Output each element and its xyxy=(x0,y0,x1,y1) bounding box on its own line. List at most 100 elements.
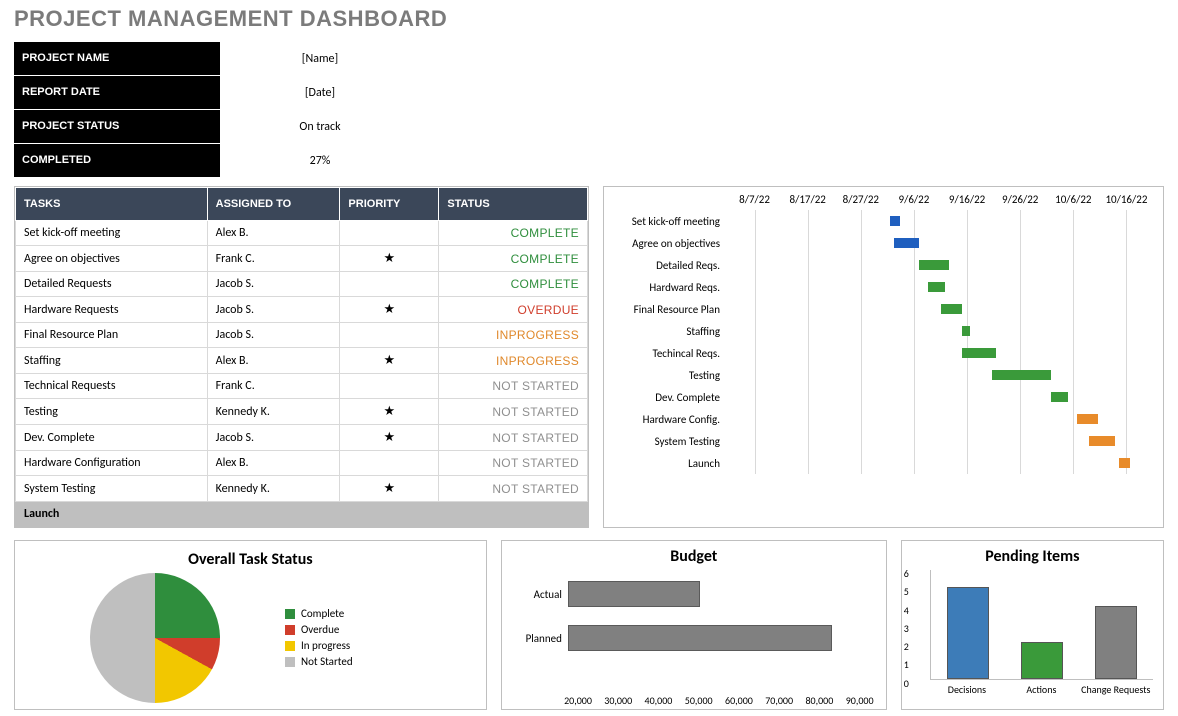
gantt-bar xyxy=(1051,392,1068,402)
assigned-cell: Jacob S. xyxy=(207,425,340,451)
gantt-label: Techincal Reqs. xyxy=(608,347,728,360)
gantt-row: Testing xyxy=(608,364,1153,386)
gantt-date: 8/17/22 xyxy=(781,193,834,206)
table-row[interactable]: Final Resource PlanJacob S.INPROGRESS xyxy=(16,323,588,348)
gantt-label: Set kick-off meeting xyxy=(608,215,728,228)
pie-chart xyxy=(90,573,220,703)
budget-label: Actual xyxy=(512,588,568,601)
priority-cell xyxy=(340,374,439,399)
task-cell: Detailed Requests xyxy=(16,272,208,297)
priority-cell: ★ xyxy=(340,246,439,272)
gantt-label: Hardward Reqs. xyxy=(608,281,728,294)
legend-item: In progress xyxy=(285,639,353,652)
budget-axis-label: 70,000 xyxy=(759,694,799,707)
budget-bar xyxy=(568,581,700,607)
gantt-bar xyxy=(890,216,901,226)
status-cell: INPROGRESS xyxy=(439,323,588,348)
status-cell: COMPLETE xyxy=(439,272,588,297)
info-value: [Date] xyxy=(220,76,420,110)
pending-bar xyxy=(947,587,989,679)
pending-title: Pending Items xyxy=(912,547,1153,566)
pending-col xyxy=(931,587,1005,679)
gantt-label: Testing xyxy=(608,369,728,382)
table-row[interactable]: Hardware ConfigurationAlex B.NOT STARTED xyxy=(16,451,588,476)
gantt-bar xyxy=(962,348,996,358)
table-row[interactable]: Technical RequestsFrank C.NOT STARTED xyxy=(16,374,588,399)
task-cell: System Testing xyxy=(16,476,208,502)
legend-item: Overdue xyxy=(285,623,353,636)
gantt-label: Agree on objectives xyxy=(608,237,728,250)
table-row[interactable]: TestingKennedy K.★NOT STARTED xyxy=(16,399,588,425)
priority-cell xyxy=(340,272,439,297)
budget-row: Actual xyxy=(568,572,876,616)
table-header: STATUS xyxy=(439,188,588,221)
budget-axis-label: 30,000 xyxy=(598,694,638,707)
gantt-row: Techincal Reqs. xyxy=(608,342,1153,364)
gantt-date: 9/6/22 xyxy=(887,193,940,206)
table-row[interactable]: Hardware RequestsJacob S.★OVERDUE xyxy=(16,297,588,323)
gantt-label: Dev. Complete xyxy=(608,391,728,404)
budget-label: Planned xyxy=(512,632,568,645)
gantt-date: 10/6/22 xyxy=(1047,193,1100,206)
info-label: PROJECT NAME xyxy=(14,42,220,76)
gantt-bar xyxy=(894,238,920,248)
legend-label: In progress xyxy=(301,639,350,652)
gantt-row: Detailed Reqs. xyxy=(608,254,1153,276)
table-row[interactable]: Detailed RequestsJacob S.COMPLETE xyxy=(16,272,588,297)
status-cell: COMPLETE xyxy=(439,221,588,246)
budget-axis-label: 40,000 xyxy=(638,694,678,707)
gantt-date: 8/27/22 xyxy=(834,193,887,206)
pending-x-label: Actions xyxy=(1004,680,1078,696)
info-label: REPORT DATE xyxy=(14,76,220,110)
gantt-bar xyxy=(1089,436,1115,446)
legend-label: Not Started xyxy=(301,655,353,668)
legend-swatch xyxy=(285,609,295,619)
table-row[interactable]: Set kick-off meetingAlex B. COMPLETE xyxy=(16,221,588,246)
assigned-cell: Frank C. xyxy=(207,374,340,399)
task-cell: Hardware Configuration xyxy=(16,451,208,476)
table-header: ASSIGNED TO xyxy=(207,188,340,221)
assigned-cell: Jacob S. xyxy=(207,297,340,323)
gantt-date: 9/16/22 xyxy=(941,193,994,206)
dashboard-title: PROJECT MANAGEMENT DASHBOARD xyxy=(14,6,1164,32)
pie-title: Overall Task Status xyxy=(25,550,476,569)
status-cell: NOT STARTED xyxy=(439,476,588,502)
table-row[interactable]: System TestingKennedy K.★NOT STARTED xyxy=(16,476,588,502)
status-cell: NOT STARTED xyxy=(439,399,588,425)
gantt-label: Launch xyxy=(608,457,728,470)
info-value: [Name] xyxy=(220,42,420,76)
gantt-date: 10/16/22 xyxy=(1100,193,1153,206)
status-cell: NOT STARTED xyxy=(439,425,588,451)
task-cell: Staffing xyxy=(16,348,208,374)
status-cell: INPROGRESS xyxy=(439,348,588,374)
gantt-row: Agree on objectives xyxy=(608,232,1153,254)
assigned-cell: Alex B. xyxy=(207,221,340,246)
legend-swatch xyxy=(285,625,295,635)
pending-col xyxy=(1005,642,1079,679)
gantt-bar xyxy=(962,326,971,336)
table-row[interactable]: Dev. CompleteJacob S.★NOT STARTED xyxy=(16,425,588,451)
gantt-row: Dev. Complete xyxy=(608,386,1153,408)
status-cell: NOT STARTED xyxy=(439,451,588,476)
gantt-date: 8/7/22 xyxy=(728,193,781,206)
gantt-date: 9/26/22 xyxy=(994,193,1047,206)
info-value: 27% xyxy=(220,144,420,178)
overall-task-status-panel: Overall Task Status Complete Overdue In pr… xyxy=(14,540,487,710)
budget-row: Planned xyxy=(568,616,876,660)
task-cell: Set kick-off meeting xyxy=(16,221,208,246)
legend-label: Complete xyxy=(301,607,344,620)
gantt-label: Final Resource Plan xyxy=(608,303,728,316)
assigned-cell: Alex B. xyxy=(207,348,340,374)
status-cell: OVERDUE xyxy=(439,297,588,323)
table-row[interactable]: StaffingAlex B.★INPROGRESS xyxy=(16,348,588,374)
priority-cell: ★ xyxy=(340,476,439,502)
priority-cell: ★ xyxy=(340,399,439,425)
gantt-label: System Testing xyxy=(608,435,728,448)
legend-item: Complete xyxy=(285,607,353,620)
pending-y-tick: 5 xyxy=(904,587,909,605)
priority-cell: ★ xyxy=(340,348,439,374)
gantt-row: Set kick-off meeting xyxy=(608,210,1153,232)
pending-x-label: Change Requests xyxy=(1079,680,1153,696)
table-row[interactable]: Agree on objectivesFrank C.★COMPLETE xyxy=(16,246,588,272)
gantt-row: Staffing xyxy=(608,320,1153,342)
